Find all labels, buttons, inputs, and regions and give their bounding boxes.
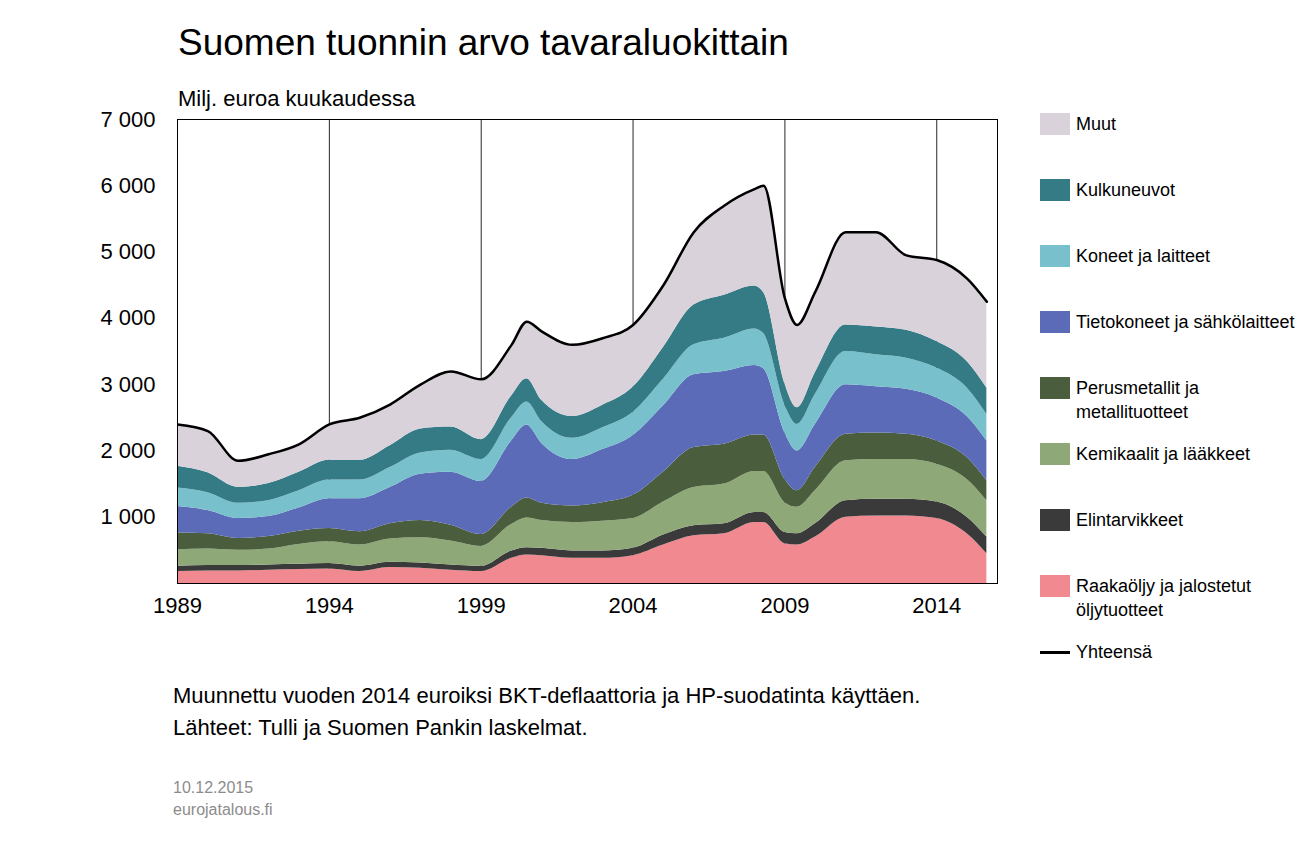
svg-text:2014: 2014 — [912, 593, 961, 618]
html-text:Kulkuneuvot: Kulkuneuvot — [1076, 180, 1176, 200]
html-text:Kemikaalit ja lääkkeet: Kemikaalit ja lääkkeet — [1076, 444, 1251, 464]
html-text:10.12.2015: 10.12.2015 — [173, 779, 254, 796]
svg-text:7 000: 7 000 — [100, 107, 155, 132]
html-text:Milj. euroa kuukaudessa: Milj. euroa kuukaudessa — [178, 86, 416, 111]
html-text:eurojatalous.fi: eurojatalous.fi — [173, 801, 273, 818]
svg-text:2009: 2009 — [760, 593, 809, 618]
svg-text:5 000: 5 000 — [100, 239, 155, 264]
svg-text:3 000: 3 000 — [100, 372, 155, 397]
html-text:Perusmetallit ja metallituotte: Perusmetallit ja metallituotteet — [1076, 378, 1199, 422]
html-text:Koneet ja laitteet: Koneet ja laitteet — [1076, 246, 1211, 266]
svg-text:1989: 1989 — [153, 593, 202, 618]
html-text:Muut: Muut — [1076, 114, 1116, 134]
html-text:Muunnettu vuoden 2014 euroiksi: Muunnettu vuoden 2014 euroiksi BKT-defla… — [173, 683, 921, 708]
html-text:Yhteensä: Yhteensä — [1076, 642, 1153, 662]
svg-text:2004: 2004 — [609, 593, 658, 618]
svg-text:6 000: 6 000 — [100, 173, 155, 198]
html-text:Suomen tuonnin arvo tavaraluok: Suomen tuonnin arvo tavaraluokittain — [178, 22, 789, 63]
svg-text:1999: 1999 — [457, 593, 506, 618]
svg-text:4 000: 4 000 — [100, 305, 155, 330]
html-text:Elintarvikkeet: Elintarvikkeet — [1076, 510, 1183, 530]
svg-text:1 000: 1 000 — [100, 504, 155, 529]
html-text:Tietokoneet ja sähkölaitteet: Tietokoneet ja sähkölaitteet — [1076, 312, 1295, 332]
svg-text:1994: 1994 — [305, 593, 354, 618]
html-text:Raakaöljy ja jalostetut öljytu: Raakaöljy ja jalostetut öljytuotteet — [1076, 576, 1252, 620]
svg-text:2 000: 2 000 — [100, 438, 155, 463]
html-text:Lähteet: Tulli ja Suomen Panki: Lähteet: Tulli ja Suomen Pankin laskelma… — [173, 715, 588, 740]
